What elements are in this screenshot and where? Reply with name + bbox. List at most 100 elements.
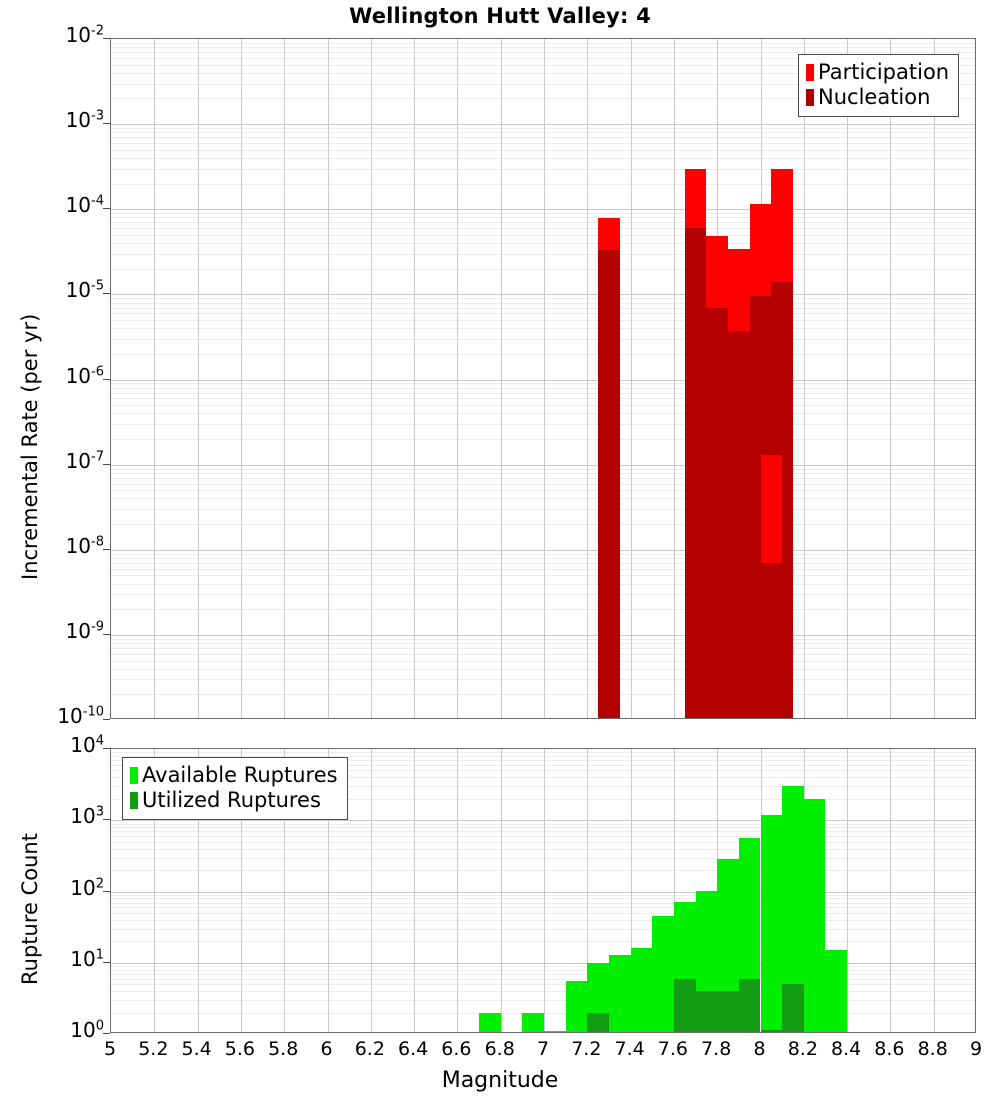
utilized-ruptures-bar: [587, 1012, 609, 1032]
page-title: Wellington Hutt Valley: 4: [349, 4, 651, 28]
gridline-minor: [111, 228, 975, 229]
gridline-minor: [111, 920, 975, 921]
x-tick-label: 6.2: [354, 1038, 385, 1060]
gridline-minor: [111, 648, 975, 649]
gridline-minor: [111, 413, 975, 414]
y-tick-text: 102: [70, 875, 104, 900]
gridline-minor: [111, 786, 975, 787]
gridline-vertical: [890, 39, 891, 718]
x-tick-label: 8: [753, 1038, 766, 1060]
top-bars: [111, 39, 975, 718]
gridline-minor: [111, 354, 975, 355]
gridline-minor: [111, 303, 975, 304]
gridline-minor: [111, 524, 975, 525]
gridline-vertical: [847, 749, 848, 1032]
gridline-minor: [111, 575, 975, 576]
gridline-vertical: [414, 749, 415, 1032]
gridline-minor: [111, 313, 975, 314]
gridline-vertical: [241, 749, 242, 1032]
gridline-minor: [111, 870, 975, 871]
y-tick-text: 104: [70, 733, 104, 757]
y-tick-text: 100: [70, 1018, 104, 1042]
gridline-major: [111, 963, 975, 964]
gridline-minor: [111, 831, 975, 832]
y-tick-text: 10-7: [65, 448, 104, 473]
bottom-legend: Available Ruptures Utilized Ruptures: [122, 757, 348, 820]
x-tick-label: 7.4: [614, 1038, 645, 1060]
gridline-vertical: [587, 749, 588, 1032]
x-tick-label: 7: [536, 1038, 550, 1060]
gridline-minor: [111, 913, 975, 914]
gridline-minor: [111, 984, 975, 985]
y-tick-text: 10-3: [65, 108, 104, 133]
x-tick-label: 8.2: [787, 1038, 818, 1060]
gridline-vertical: [154, 749, 155, 1032]
gridline-minor: [111, 679, 975, 680]
utilized-ruptures-bar: [717, 991, 739, 1032]
legend-label-utilized-ruptures: Utilized Ruptures: [142, 788, 321, 812]
gridline-minor: [111, 970, 975, 971]
gridline-major: [111, 465, 975, 466]
legend-label-participation: Participation: [818, 60, 950, 84]
x-tick-label: 5.6: [224, 1038, 255, 1060]
available-ruptures-bar: [803, 798, 826, 1032]
gridline-minor: [111, 563, 975, 564]
gridline-minor: [111, 269, 975, 270]
gridline-minor: [111, 584, 975, 585]
x-tick-label: 6.8: [484, 1038, 515, 1060]
gridline-minor: [111, 473, 975, 474]
gridline-minor: [111, 849, 975, 850]
gridline-minor: [111, 47, 975, 48]
gridline-vertical: [890, 749, 891, 1032]
bottom-bars: [111, 749, 975, 1032]
gridline-minor: [111, 594, 975, 595]
gridline-minor: [111, 824, 975, 825]
gridline-minor: [111, 661, 975, 662]
gridline-minor: [111, 243, 975, 244]
gridline-minor: [111, 765, 975, 766]
gridline-minor: [111, 128, 975, 129]
available-ruptures-bar: [717, 858, 739, 1032]
y-tick-mark: [103, 38, 110, 39]
nucleation-swatch-icon: [806, 89, 814, 106]
gridline-minor: [111, 484, 975, 485]
gridline-major: [111, 380, 975, 381]
gridline-major: [111, 820, 975, 821]
gridline-vertical: [804, 39, 805, 718]
gridline-major: [111, 550, 975, 551]
x-tick-label: 8.4: [830, 1038, 862, 1060]
gridline-vertical: [501, 39, 502, 718]
nucleation-bar: [598, 250, 620, 718]
gridline-minor: [111, 137, 975, 138]
gridline-minor: [111, 98, 975, 99]
x-tick-label: 5.8: [268, 1038, 299, 1060]
y-tick-text: 10-2: [65, 23, 104, 47]
gridline-vertical: [457, 39, 458, 718]
gridline-minor: [111, 827, 975, 828]
gridline-vertical: [241, 39, 242, 718]
gridline-minor: [111, 752, 975, 753]
gridline-major: [111, 294, 975, 295]
gridline-vertical: [328, 749, 329, 1032]
gridline-minor: [111, 991, 975, 992]
gridline-minor: [111, 184, 975, 185]
gridline-minor: [111, 439, 975, 440]
available-ruptures-bar: [544, 1031, 566, 1032]
x-tick-label: 6.4: [397, 1038, 429, 1060]
gridline-minor: [111, 388, 975, 389]
gridline-major: [111, 209, 975, 210]
available-ruptures-bar: [630, 948, 653, 1032]
gridline-vertical: [371, 749, 372, 1032]
gridline-minor: [111, 320, 975, 321]
gridline-minor: [111, 498, 975, 499]
available-ruptures-swatch-icon: [130, 767, 138, 784]
available-ruptures-bar: [760, 814, 783, 1032]
gridline-minor: [111, 966, 975, 967]
gridline-minor: [111, 760, 975, 761]
gridline-minor: [111, 490, 975, 491]
gridline-minor: [111, 558, 975, 559]
gridline-minor: [111, 328, 975, 329]
x-tick-label: 9: [969, 1038, 983, 1060]
gridline-minor: [111, 895, 975, 896]
